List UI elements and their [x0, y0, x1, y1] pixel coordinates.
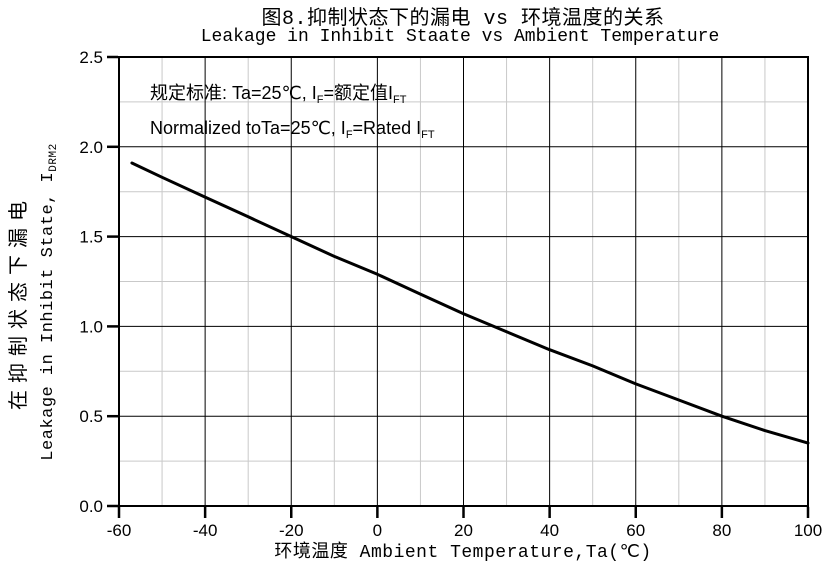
x-tick-label: 60 [626, 521, 645, 540]
x-tick-label: 0 [373, 521, 382, 540]
x-tick-label: 40 [540, 521, 559, 540]
y-tick-label: 0.5 [79, 407, 103, 426]
annotation-line-2: Normalized toTa=25℃, IF=Rated IFT [150, 114, 435, 149]
plot-border [118, 56, 809, 507]
data-curve [130, 161, 810, 445]
annotation-2-text-2: =Rated I [352, 118, 422, 138]
x-axis-label: 环境温度 Ambient Temperature,Ta(℃) [274, 543, 652, 563]
y-axis-label-english: Leakage in Inhibit State, IDRM2 [34, 62, 69, 542]
annotation-2-subscript-ft: FT [421, 129, 435, 141]
annotation-1-subscript-ft: FT [393, 94, 407, 106]
y-tick-label: 0.0 [79, 497, 103, 516]
y-tick-label: 1.0 [79, 317, 103, 336]
plot-annotation: 规定标准: Ta=25℃, IF=额定值IFT Normalized toTa=… [150, 79, 435, 149]
x-tick-label: -40 [193, 521, 218, 540]
y-axis-label-subscript-drm2: DRM2 [48, 143, 60, 172]
y-axis-label-chinese: 在抑制状态下漏电 [9, 194, 32, 410]
x-tick-label: 20 [454, 521, 473, 540]
x-tick-label: -60 [107, 521, 132, 540]
x-tick-label: -20 [279, 521, 304, 540]
annotation-1-subscript-f: F [316, 94, 324, 106]
annotation-1-text-2: =额定值I [323, 83, 394, 103]
y-axis-label-english-text: Leakage in Inhibit State, I [39, 171, 58, 461]
y-tick-label: 2.5 [79, 48, 103, 67]
chart-title-english: Leakage in Inhibit Staate vs Ambient Tem… [200, 27, 720, 47]
annotation-line-1: 规定标准: Ta=25℃, IF=额定值IFT [150, 79, 435, 114]
x-tick-label: 80 [712, 521, 731, 540]
annotation-1-text: 规定标准: Ta=25℃, I [150, 83, 317, 103]
annotation-2-subscript-f: F [345, 129, 353, 141]
chart-title-chinese: 图8.抑制状态下的漏电 vs 环境温度的关系 [261, 8, 665, 31]
annotation-2-text: Normalized toTa=25℃, I [150, 118, 346, 138]
y-tick-label: 1.5 [79, 228, 103, 247]
y-tick-label: 2.0 [79, 138, 103, 157]
x-tick-label: 100 [794, 521, 822, 540]
y-axis-label: 在抑制状态下漏电 Leakage in Inhibit State, IDRM2 [7, 62, 65, 542]
